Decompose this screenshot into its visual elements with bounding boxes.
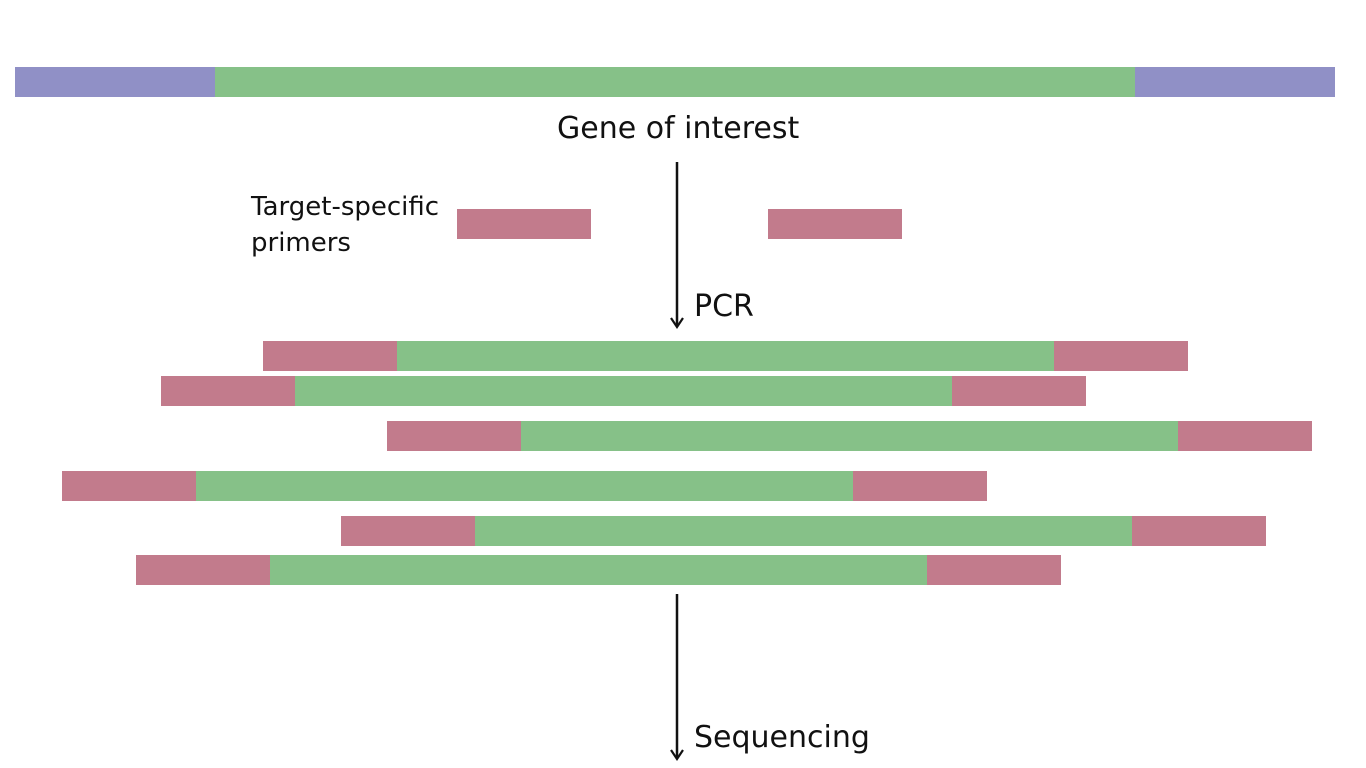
left-flank-segment <box>15 67 215 97</box>
read-gene-segment <box>295 376 952 406</box>
read-left-primer <box>263 341 397 371</box>
read-gene-segment <box>475 516 1132 546</box>
read-right-primer <box>853 471 987 501</box>
read-left-primer <box>136 555 270 585</box>
target-specific-primers-label: Target-specific primers <box>251 189 451 261</box>
read-right-primer <box>927 555 1061 585</box>
sequencing-label: Sequencing <box>694 720 870 755</box>
read-left-primer <box>341 516 475 546</box>
forward-primer <box>457 209 591 239</box>
read-left-primer <box>387 421 521 451</box>
pcr-label: PCR <box>694 289 754 324</box>
read-left-primer <box>62 471 196 501</box>
read-gene-segment <box>196 471 853 501</box>
amplified-read <box>136 555 1061 585</box>
primers-label-line2: primers <box>251 228 351 258</box>
sequencing-arrow <box>670 594 684 761</box>
amplified-reads <box>62 341 1312 585</box>
amplified-read <box>341 516 1266 546</box>
amplified-read <box>263 341 1188 371</box>
genome-strand <box>15 67 1335 97</box>
amplified-read <box>387 421 1312 451</box>
pcr-arrow <box>670 162 684 329</box>
sequencing-arrow-head <box>670 749 684 761</box>
pcr-arrow-head <box>670 317 684 329</box>
read-right-primer <box>1054 341 1188 371</box>
gene-of-interest-label: Gene of interest <box>557 111 800 146</box>
gene-segment <box>215 67 1135 97</box>
read-gene-segment <box>270 555 927 585</box>
primers-label-line1: Target-specific <box>251 192 440 222</box>
amplified-read <box>161 376 1086 406</box>
reverse-primer <box>768 209 902 239</box>
read-gene-segment <box>521 421 1178 451</box>
read-left-primer <box>161 376 295 406</box>
read-gene-segment <box>397 341 1054 371</box>
read-right-primer <box>1178 421 1312 451</box>
read-right-primer <box>1132 516 1266 546</box>
read-right-primer <box>952 376 1086 406</box>
primers-group <box>457 209 902 239</box>
amplified-read <box>62 471 987 501</box>
right-flank-segment <box>1135 67 1335 97</box>
